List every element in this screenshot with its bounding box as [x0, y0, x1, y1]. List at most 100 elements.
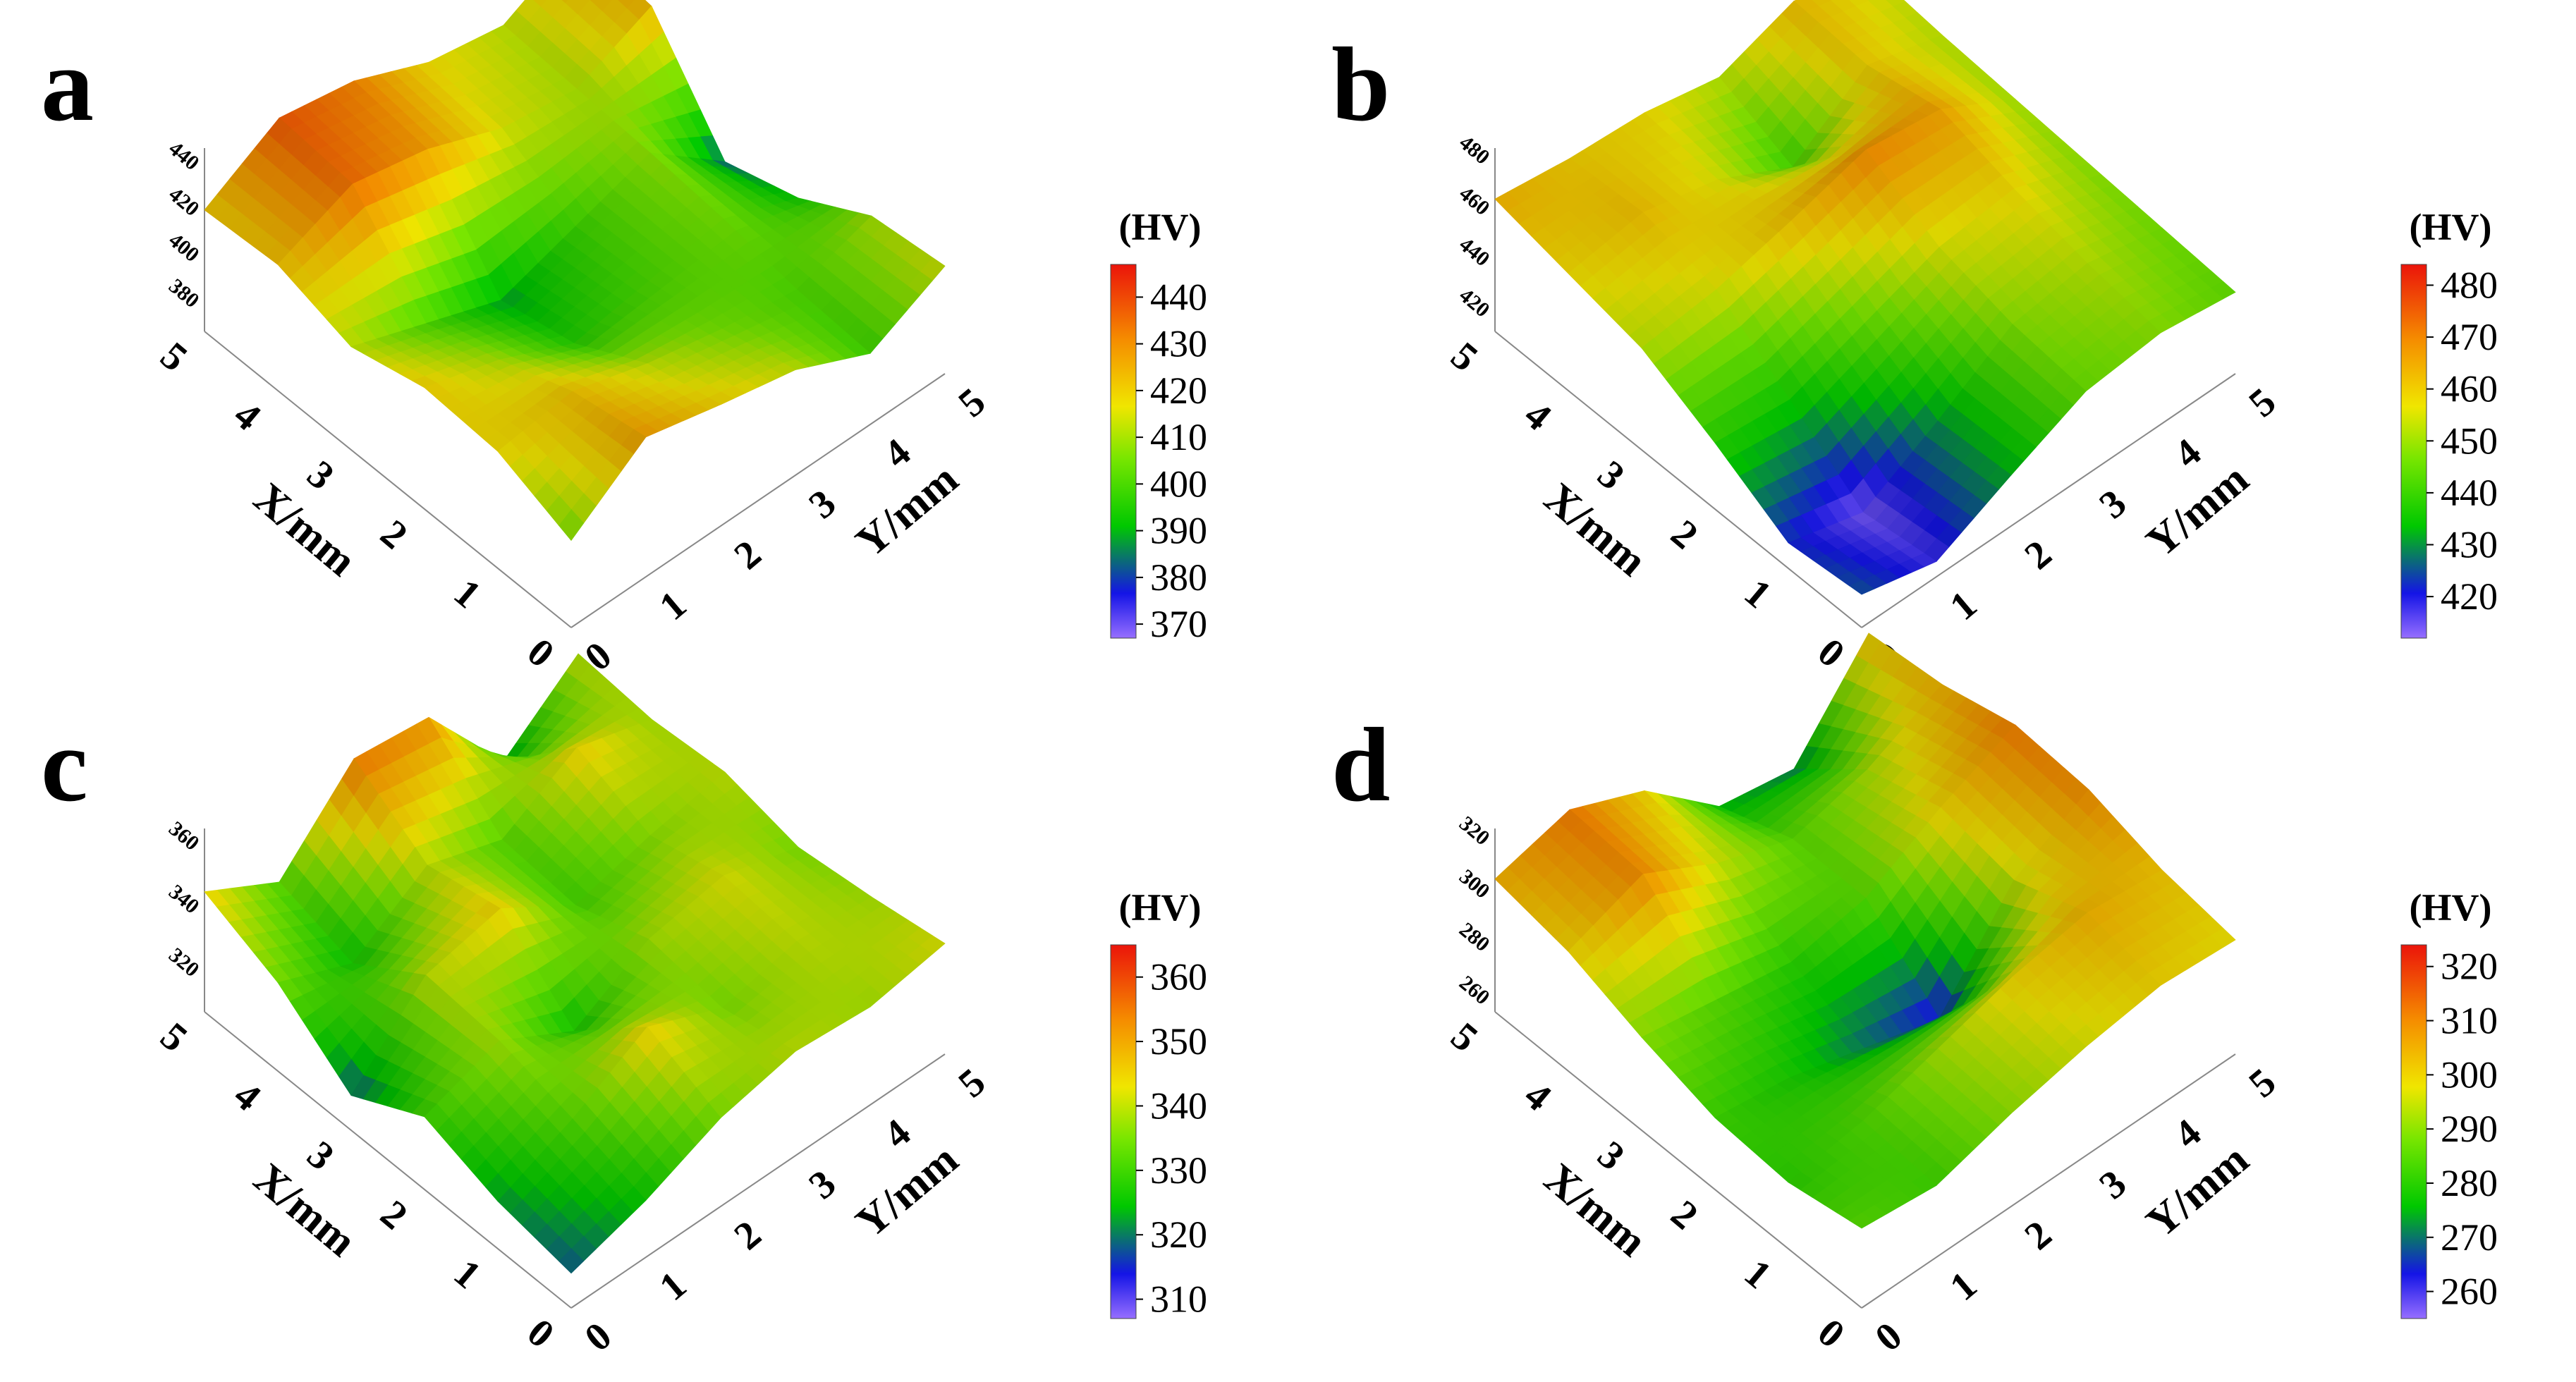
colorbar-tick-label: 370 [1150, 603, 1207, 645]
colorbar-tick-label: 430 [2441, 524, 2498, 566]
y-tick-label: 1 [652, 1263, 695, 1309]
colorbar-gradient [2400, 944, 2427, 1319]
colorbar-title: (HV) [1119, 206, 1202, 248]
x-axis-line [204, 1011, 572, 1309]
z-tick-label: 380 [164, 274, 204, 312]
z-tick-label: 340 [164, 880, 204, 918]
panel-letter: b [1331, 26, 1390, 143]
z-tick-label: 460 [1455, 182, 1494, 220]
y-tick-label: 2 [726, 532, 769, 577]
y-tick-label: 3 [2092, 1161, 2135, 1207]
x-tick-label: 0 [519, 630, 562, 675]
y-tick-label: 5 [2241, 379, 2284, 425]
surface-cell [532, 0, 547, 8]
z-tick-label: 300 [1455, 865, 1494, 903]
x-tick-label: 2 [372, 1192, 415, 1237]
colorbar-tick-label: 470 [2441, 316, 2498, 358]
z-tick-label: 360 [164, 817, 204, 855]
x-tick-label: 0 [1809, 630, 1852, 675]
axes [1494, 148, 2236, 628]
colorbar-tick-label: 310 [2441, 1000, 2498, 1042]
colorbar-tick-label: 330 [1150, 1149, 1207, 1192]
y-tick-label: 4 [876, 430, 919, 476]
colorbar: (HV) 480 470 460 450 440 430 420 [2400, 206, 2498, 639]
y-tick-label: 4 [2166, 1111, 2209, 1156]
x-tick-label: 5 [152, 334, 195, 379]
x-tick-label: 0 [519, 1310, 562, 1356]
surface-cell [1848, 1212, 1875, 1229]
colorbar-tick-label: 480 [2441, 264, 2498, 306]
z-tick-label: 420 [164, 183, 204, 221]
colorbar-tick-label: 260 [2441, 1271, 2498, 1313]
colorbar-tick-label: 460 [2441, 368, 2498, 410]
colorbar: (HV) 320 310 300 290 280 270 260 [2400, 886, 2498, 1319]
z-tick-label: 320 [1455, 812, 1494, 850]
y-axis-line [570, 373, 946, 628]
colorbar-tick-label: 410 [1150, 416, 1207, 458]
y-tick-label: 5 [951, 1060, 994, 1106]
y-tick-label: 1 [652, 582, 695, 628]
colorbar-tick-label: 270 [2441, 1216, 2498, 1259]
y-tick-label: 3 [801, 481, 844, 527]
y-tick-label: 4 [2166, 430, 2209, 476]
y-tick-label: 5 [951, 379, 994, 425]
x-axis-line [1494, 331, 1862, 628]
y-tick-label: 2 [2017, 1212, 2060, 1258]
x-tick-label: 3 [299, 452, 342, 498]
x-tick-label: 2 [1663, 511, 1706, 557]
z-tick-label: 440 [1455, 233, 1494, 271]
axes [204, 148, 946, 628]
y-tick-label: 4 [876, 1111, 919, 1156]
x-tick-label: 2 [1663, 1192, 1706, 1237]
surface [204, 653, 946, 1274]
y-tick-label: 0 [577, 1314, 620, 1359]
panel-b: b012345012345X/mmY/mm420440460480(HV)480… [1331, 0, 2498, 680]
z-tick-label: 480 [1455, 131, 1494, 169]
x-axis-line [204, 331, 572, 628]
x-tick-label: 1 [446, 1251, 489, 1297]
x-tick-label: 5 [1443, 334, 1486, 379]
z-tick-label: 320 [164, 943, 204, 982]
x-tick-label: 4 [1516, 393, 1559, 439]
surface-cell [561, 0, 569, 4]
x-tick-label: 4 [1516, 1073, 1559, 1119]
x-tick-label: 1 [1736, 570, 1779, 616]
colorbar-tick-label: 380 [1150, 556, 1207, 599]
x-tick-label: 4 [226, 393, 269, 439]
colorbar-tick-label: 300 [2441, 1053, 2498, 1096]
colorbar-tick-label: 390 [1150, 510, 1207, 552]
colorbar-tick-label: 350 [1150, 1020, 1207, 1063]
axes [1494, 828, 2236, 1309]
panel-letter: a [41, 26, 94, 143]
colorbar-tick-label: 430 [1150, 323, 1207, 365]
colorbar-tick-label: 340 [1150, 1084, 1207, 1127]
colorbar-tick-label: 440 [2441, 472, 2498, 514]
colorbar-tick-label: 290 [2441, 1108, 2498, 1150]
y-tick-label: 2 [2017, 532, 2060, 577]
x-axis-line [1494, 1011, 1862, 1309]
y-tick-label: 0 [1867, 1314, 1910, 1359]
panel-letter: c [41, 707, 88, 824]
surface-cell [1848, 580, 1875, 595]
z-tick-label: 420 [1455, 283, 1494, 322]
surface-cell [558, 509, 585, 542]
colorbar: (HV) 360 350 340 330 320 310 [1110, 886, 1207, 1321]
colorbar-gradient [1110, 264, 1137, 639]
colorbar-title: (HV) [1119, 886, 1202, 929]
y-tick-label: 3 [2092, 481, 2135, 527]
y-axis-line [1861, 373, 2236, 628]
colorbar-title: (HV) [2410, 206, 2492, 248]
x-tick-label: 1 [1736, 1251, 1779, 1297]
x-tick-label: 5 [1443, 1014, 1486, 1060]
colorbar-tick-label: 420 [1150, 369, 1207, 412]
colorbar-title: (HV) [2410, 886, 2492, 929]
colorbar-gradient [1110, 944, 1137, 1319]
y-tick-label: 5 [2241, 1060, 2284, 1106]
x-tick-label: 3 [299, 1132, 342, 1178]
x-tick-label: 4 [226, 1073, 269, 1119]
